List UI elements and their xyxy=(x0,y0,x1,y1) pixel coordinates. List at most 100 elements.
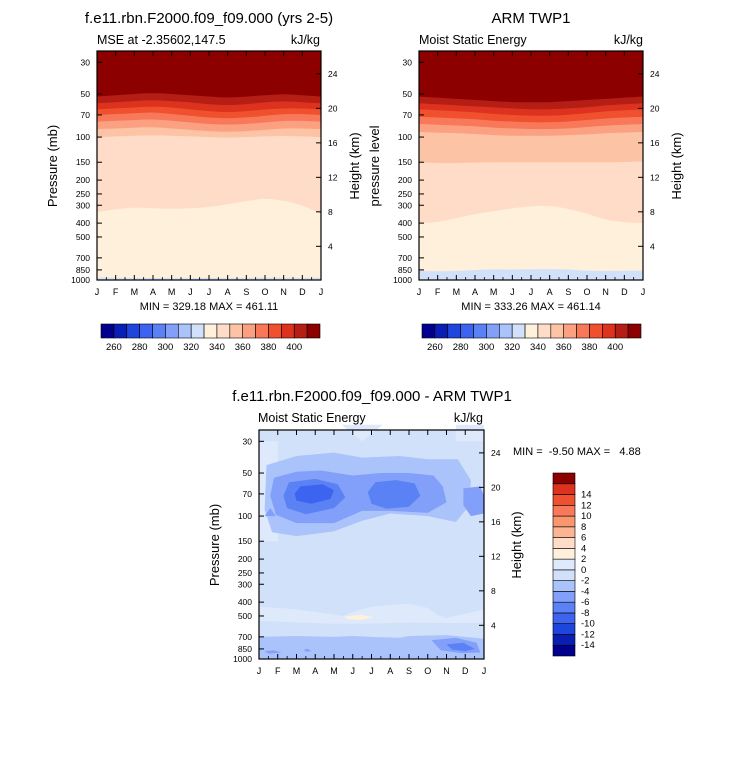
y-tick-label: 200 xyxy=(238,554,252,564)
colorbar-box xyxy=(229,323,244,339)
y-tick-label: 500 xyxy=(238,611,252,621)
x-tick-label: D xyxy=(462,666,469,676)
colorbar-label: 14 xyxy=(581,490,592,501)
x-tick-label: S xyxy=(243,287,249,297)
x-tick-label: N xyxy=(280,287,287,297)
x-tick-label: M xyxy=(490,287,498,297)
x-tick-label: F xyxy=(275,666,281,676)
contour-region xyxy=(264,650,282,654)
colorbar-box xyxy=(552,644,576,657)
right-string: kJ/kg xyxy=(614,33,643,47)
y-tick-label: 70 xyxy=(403,110,413,120)
y-right-tick-label: 4 xyxy=(650,241,655,251)
colorbar-box xyxy=(552,601,576,614)
y-right-tick-label: 4 xyxy=(491,620,496,630)
colorbar-box xyxy=(473,323,487,339)
y-tick-label: 30 xyxy=(81,57,91,67)
x-tick-label: J xyxy=(351,666,356,676)
colorbar-label: 4 xyxy=(581,543,586,554)
contour-band-410 xyxy=(97,51,321,98)
x-tick-label: A xyxy=(547,287,553,297)
stats-text: MIN = 329.18 MAX = 461.11 xyxy=(140,301,279,313)
contour-region xyxy=(294,484,334,504)
y-axis-right-label: Height (km) xyxy=(509,511,524,578)
x-tick-label: D xyxy=(299,287,306,297)
contour-fill xyxy=(97,51,321,280)
colorbar-label: 400 xyxy=(286,342,302,353)
y-tick-label: 300 xyxy=(76,200,90,210)
y-tick-label: 50 xyxy=(243,468,253,478)
y-right-tick-label: 24 xyxy=(491,448,501,458)
colorbar-label: 2 xyxy=(581,554,586,565)
colorbar-label: 400 xyxy=(607,342,623,353)
x-tick-label: M xyxy=(330,666,338,676)
colorbar-label: -2 xyxy=(581,576,589,587)
colorbar-box xyxy=(203,323,218,339)
y-tick-label: 70 xyxy=(243,489,253,499)
left-string: Moist Static Energy xyxy=(258,411,366,425)
colorbar-box xyxy=(552,548,576,560)
contour-region xyxy=(304,648,312,652)
colorbar-label: 280 xyxy=(132,342,148,353)
y-tick-label: 200 xyxy=(76,175,90,185)
colorbar-label: 320 xyxy=(183,342,199,353)
x-tick-label: J xyxy=(641,287,646,297)
y-tick-label: 70 xyxy=(81,110,91,120)
y-tick-label: 300 xyxy=(398,200,412,210)
colorbar-box xyxy=(113,323,128,339)
colorbar-label: 260 xyxy=(427,342,443,353)
y-right-tick-label: 20 xyxy=(491,482,501,492)
colorbar-label: 360 xyxy=(556,342,572,353)
colorbar-box xyxy=(152,323,166,339)
x-tick-label: A xyxy=(472,287,478,297)
colorbar-label: -14 xyxy=(581,640,595,651)
y-tick-label: 50 xyxy=(81,89,91,99)
x-tick-label: J xyxy=(510,287,514,297)
y-tick-label: 700 xyxy=(76,253,90,263)
y-axis-label: pressure level xyxy=(367,125,382,206)
x-tick-label: M xyxy=(453,287,461,297)
colorbar-label: -12 xyxy=(581,629,595,640)
colorbar-label: 320 xyxy=(504,342,520,353)
stats-text: MIN = -9.50 MAX = 4.88 xyxy=(513,446,641,458)
colorbar-box xyxy=(627,323,642,339)
y-tick-label: 30 xyxy=(403,57,413,67)
colorbar-label: 260 xyxy=(106,342,122,353)
colorbar-box xyxy=(552,558,576,571)
y-axis-label: Pressure (mb) xyxy=(207,504,222,586)
y-tick-label: 150 xyxy=(76,157,90,167)
colorbar-label: 380 xyxy=(261,342,277,353)
colorbar-box xyxy=(524,323,539,339)
right-string: kJ/kg xyxy=(291,33,320,47)
colorbar-box xyxy=(165,323,179,339)
y-tick-label: 400 xyxy=(238,597,252,607)
colorbar-box xyxy=(552,612,576,625)
y-right-tick-label: 20 xyxy=(650,103,660,113)
x-tick-label: J xyxy=(417,287,422,297)
colorbar-box xyxy=(421,323,436,339)
x-tick-label: A xyxy=(225,287,231,297)
x-tick-label: J xyxy=(257,666,262,676)
panel-title: ARM TWP1 xyxy=(492,10,571,27)
y-right-tick-label: 16 xyxy=(650,138,660,148)
y-axis-right-label: Height (km) xyxy=(669,132,684,199)
y-right-tick-label: 8 xyxy=(650,207,655,217)
x-tick-label: A xyxy=(387,666,393,676)
y-right-tick-label: 4 xyxy=(328,241,333,251)
colorbar-box xyxy=(498,323,513,339)
colorbar-box xyxy=(100,323,115,339)
x-tick-label: S xyxy=(565,287,571,297)
contour-region xyxy=(446,642,475,652)
colorbar-box xyxy=(281,323,295,339)
colorbar-box xyxy=(552,591,576,603)
y-tick-label: 100 xyxy=(76,132,90,142)
colorbar-box xyxy=(460,323,474,339)
colorbar-box xyxy=(486,323,500,339)
colorbar-box xyxy=(293,323,308,339)
colorbar-label: 300 xyxy=(157,342,173,353)
colorbar-box xyxy=(434,323,449,339)
colorbar-label: 340 xyxy=(209,342,225,353)
